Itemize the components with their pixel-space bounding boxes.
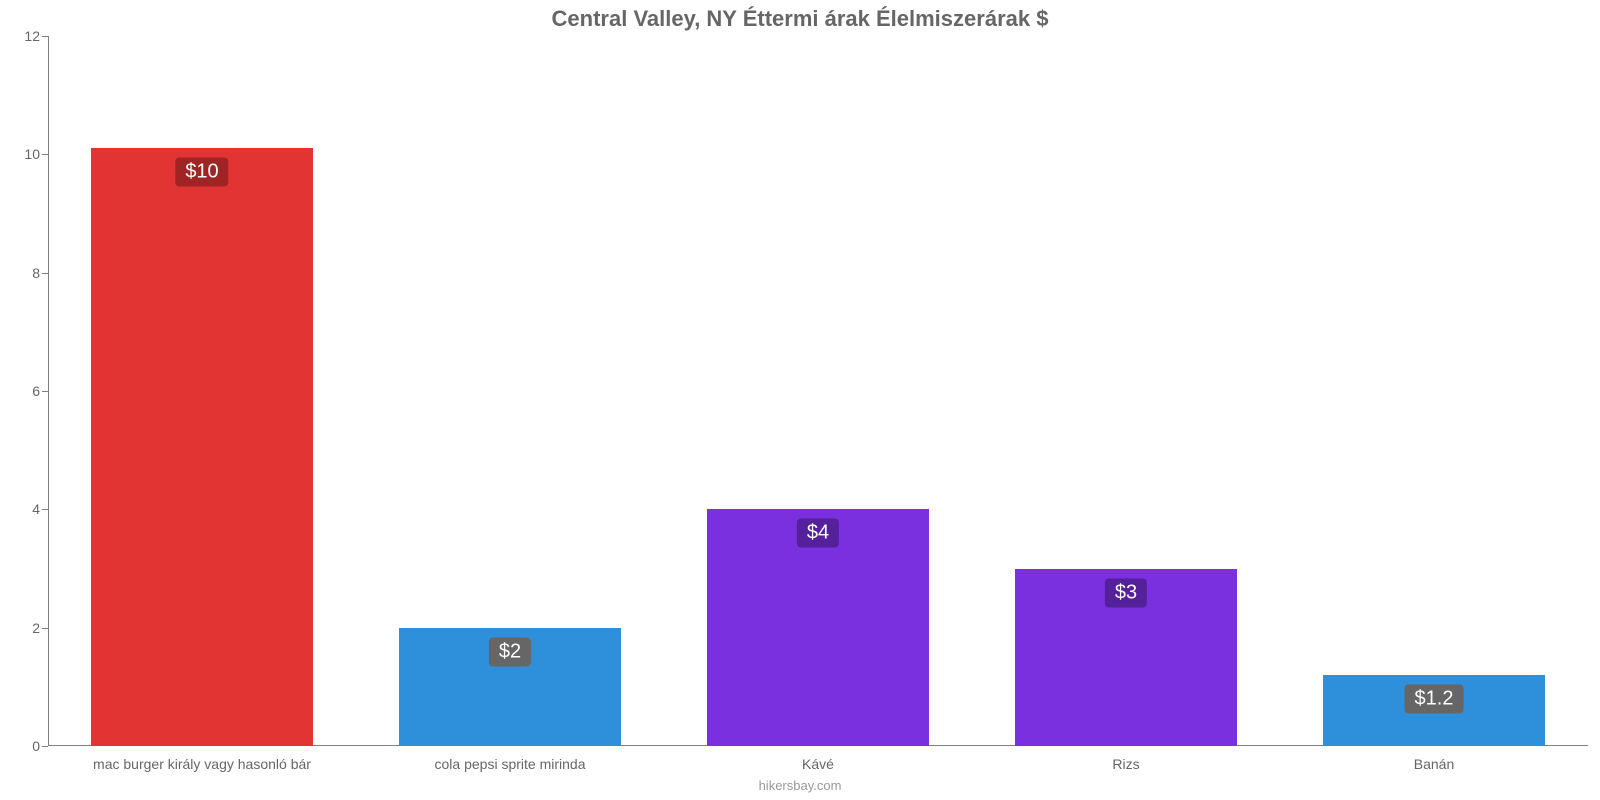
y-tick: [42, 509, 48, 510]
bar: [91, 148, 313, 746]
y-tick: [42, 746, 48, 747]
y-tick: [42, 36, 48, 37]
y-tick: [42, 391, 48, 392]
bar-value-label: $2: [489, 637, 531, 666]
x-tick-label: mac burger király vagy hasonló bár: [93, 756, 311, 772]
y-tick-label: 8: [0, 265, 40, 281]
bar-value-label: $10: [175, 158, 228, 187]
y-tick-label: 4: [0, 501, 40, 517]
y-tick-label: 6: [0, 383, 40, 399]
x-tick-label: Rizs: [1112, 756, 1139, 772]
x-tick-label: cola pepsi sprite mirinda: [435, 756, 586, 772]
y-tick-label: 12: [0, 28, 40, 44]
chart-title: Central Valley, NY Éttermi árak Élelmisz…: [0, 6, 1600, 32]
attribution-label: hikersbay.com: [0, 778, 1600, 793]
bar-value-label: $1.2: [1405, 685, 1464, 714]
y-tick: [42, 154, 48, 155]
x-tick-label: Kávé: [802, 756, 834, 772]
y-tick: [42, 628, 48, 629]
bar-value-label: $3: [1105, 578, 1147, 607]
y-tick-label: 2: [0, 620, 40, 636]
x-tick-label: Banán: [1414, 756, 1454, 772]
y-tick-label: 10: [0, 146, 40, 162]
chart-container: Central Valley, NY Éttermi árak Élelmisz…: [0, 0, 1600, 800]
y-axis-line: [48, 36, 49, 746]
plot-area: 024681012$10mac burger király vagy hason…: [48, 36, 1588, 746]
y-tick: [42, 273, 48, 274]
bar-value-label: $4: [797, 519, 839, 548]
y-tick-label: 0: [0, 738, 40, 754]
